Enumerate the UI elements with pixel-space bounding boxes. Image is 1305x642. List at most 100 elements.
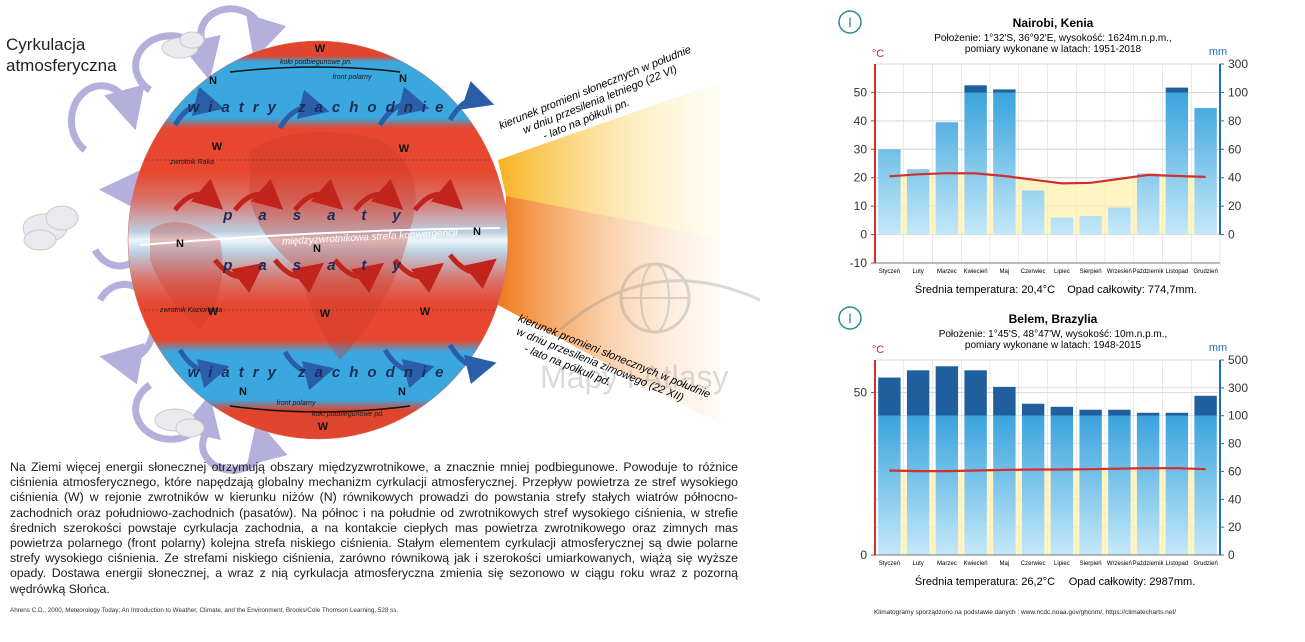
y2-tick-label: 500 [1228, 353, 1248, 367]
x-tick-label: Kwiecień [964, 561, 988, 567]
bar [1194, 108, 1217, 235]
description: Na Ziemi więcej energii słonecznej otrzy… [10, 460, 738, 596]
polar-front-label: front polarny [277, 400, 316, 407]
temperature-line [889, 172, 1206, 185]
x-tick-label: Styczeń [879, 269, 900, 275]
pressure-label: W [208, 306, 219, 318]
y-tick-label: 10 [854, 199, 868, 213]
bar [878, 377, 901, 555]
watermark: Mapy i Atlasy [540, 359, 729, 395]
pressure-label: N [176, 238, 184, 250]
citation: Ahrens C.D., 2000, Meteorology Today; An… [10, 607, 399, 614]
diagram-title: atmosferyczna [6, 56, 117, 75]
y2-tick-label: 40 [1228, 171, 1242, 185]
x-tick-label: Sierpień [1080, 269, 1102, 275]
pressure-label: W [320, 308, 331, 320]
x-tick-label: Wrzesień [1107, 561, 1132, 567]
mean-temperature: Średnia temperatura: 26,2°C [915, 575, 1055, 588]
y2-tick-label: 80 [1228, 114, 1242, 128]
x-tick-label: Grudzień [1193, 561, 1217, 567]
bar [1021, 190, 1045, 235]
total-precipitation: Opad całkowity: 774,7mm. [1067, 284, 1197, 296]
y2-tick-label: 0 [1228, 548, 1235, 562]
x-tick-label: Luty [912, 561, 923, 567]
bar [878, 149, 901, 235]
bar [1050, 217, 1074, 235]
westerlies-label: wiatry zachodnie [188, 364, 453, 381]
section-marker [838, 10, 862, 34]
bar [906, 169, 930, 235]
y2-tick-label: 100 [1228, 409, 1248, 423]
x-tick-label: Grudzień [1193, 269, 1217, 275]
summer-rays [498, 82, 720, 238]
pressure-label: W [399, 143, 410, 155]
bar [993, 89, 1016, 235]
pressure-label: N [398, 386, 406, 398]
x-tick-label: Marzec [937, 269, 957, 275]
bar [1050, 406, 1074, 555]
bar [1079, 409, 1102, 555]
trades-label: pasaty [222, 207, 427, 224]
x-tick-label: Lipiec [1054, 561, 1070, 567]
watermark-logo [559, 262, 761, 334]
chart-subtitle: pomiary wykonane w latach: 1948-2015 [965, 340, 1142, 351]
bar [1136, 173, 1160, 235]
winter-rays [498, 196, 720, 425]
wind-arrows [172, 81, 497, 391]
x-tick-label: Kwiecień [964, 269, 988, 275]
y-tick-label: 30 [854, 142, 868, 156]
y-tick-label: 0 [860, 548, 867, 562]
bar [935, 122, 959, 235]
pressure-label: N [239, 386, 247, 398]
y-tick-label: 20 [854, 171, 868, 185]
y2-tick-label: 300 [1228, 381, 1248, 395]
bar [1079, 216, 1102, 235]
bar [906, 370, 930, 555]
pressure-label: W [420, 306, 431, 318]
tropic-label: zwrotnik Raka [169, 159, 214, 166]
pressure-label: W [315, 43, 326, 55]
chart-subtitle: Położenie: 1°32'S, 36°92'E, wysokość: 16… [934, 33, 1172, 44]
x-tick-label: Luty [912, 269, 923, 275]
bar [1165, 87, 1189, 235]
antarctic-circle-label: koło podbiegunowe pd. [312, 411, 384, 418]
pressure-label: N [313, 243, 321, 255]
x-tick-label: Czerwiec [1021, 561, 1046, 567]
bar [1108, 207, 1131, 235]
pressure-label: N [209, 75, 217, 87]
chart-subtitle: Położenie: 1°45'S, 48°47'W, wysokość: 10… [939, 329, 1168, 340]
x-tick-label: Wrzesień [1107, 269, 1132, 275]
bar [1165, 412, 1189, 555]
pressure-label: W [212, 141, 223, 153]
mean-temperature: Średnia temperatura: 20,4°C [915, 283, 1055, 296]
y-axis-label: °C [872, 48, 884, 60]
x-tick-label: Czerwiec [1021, 269, 1046, 275]
y-tick-label: -10 [850, 256, 868, 270]
y2-tick-label: 0 [1228, 228, 1235, 242]
y2-axis-label: mm [1209, 342, 1227, 354]
section-marker-label: I [848, 14, 852, 30]
section-marker [838, 306, 862, 330]
bar [964, 370, 987, 555]
diagram-title: Cyrkulacja [6, 35, 86, 54]
polar-front-label: front polarny [333, 74, 372, 81]
tropic-label: zwrotnik Koziorożca [159, 307, 222, 314]
y2-tick-label: 60 [1228, 464, 1242, 478]
chart-subtitle: pomiary wykonane w latach: 1951-2018 [965, 44, 1142, 55]
y2-tick-label: 80 [1228, 437, 1242, 451]
x-tick-label: Lipiec [1054, 269, 1070, 275]
clouds [22, 31, 205, 438]
x-tick-label: Marzec [937, 561, 957, 567]
y2-tick-label: 100 [1228, 85, 1248, 99]
chart-title: Belem, Brazylia [1009, 312, 1098, 326]
y-tick-label: 50 [854, 85, 868, 99]
y2-tick-label: 20 [1228, 199, 1242, 213]
y2-tick-label: 20 [1228, 520, 1242, 534]
total-precipitation: Opad całkowity: 2987mm. [1069, 576, 1196, 588]
pressure-label: N [399, 73, 407, 85]
x-tick-label: Sierpień [1080, 561, 1102, 567]
bar [1136, 412, 1160, 555]
x-tick-label: Styczeń [879, 561, 900, 567]
